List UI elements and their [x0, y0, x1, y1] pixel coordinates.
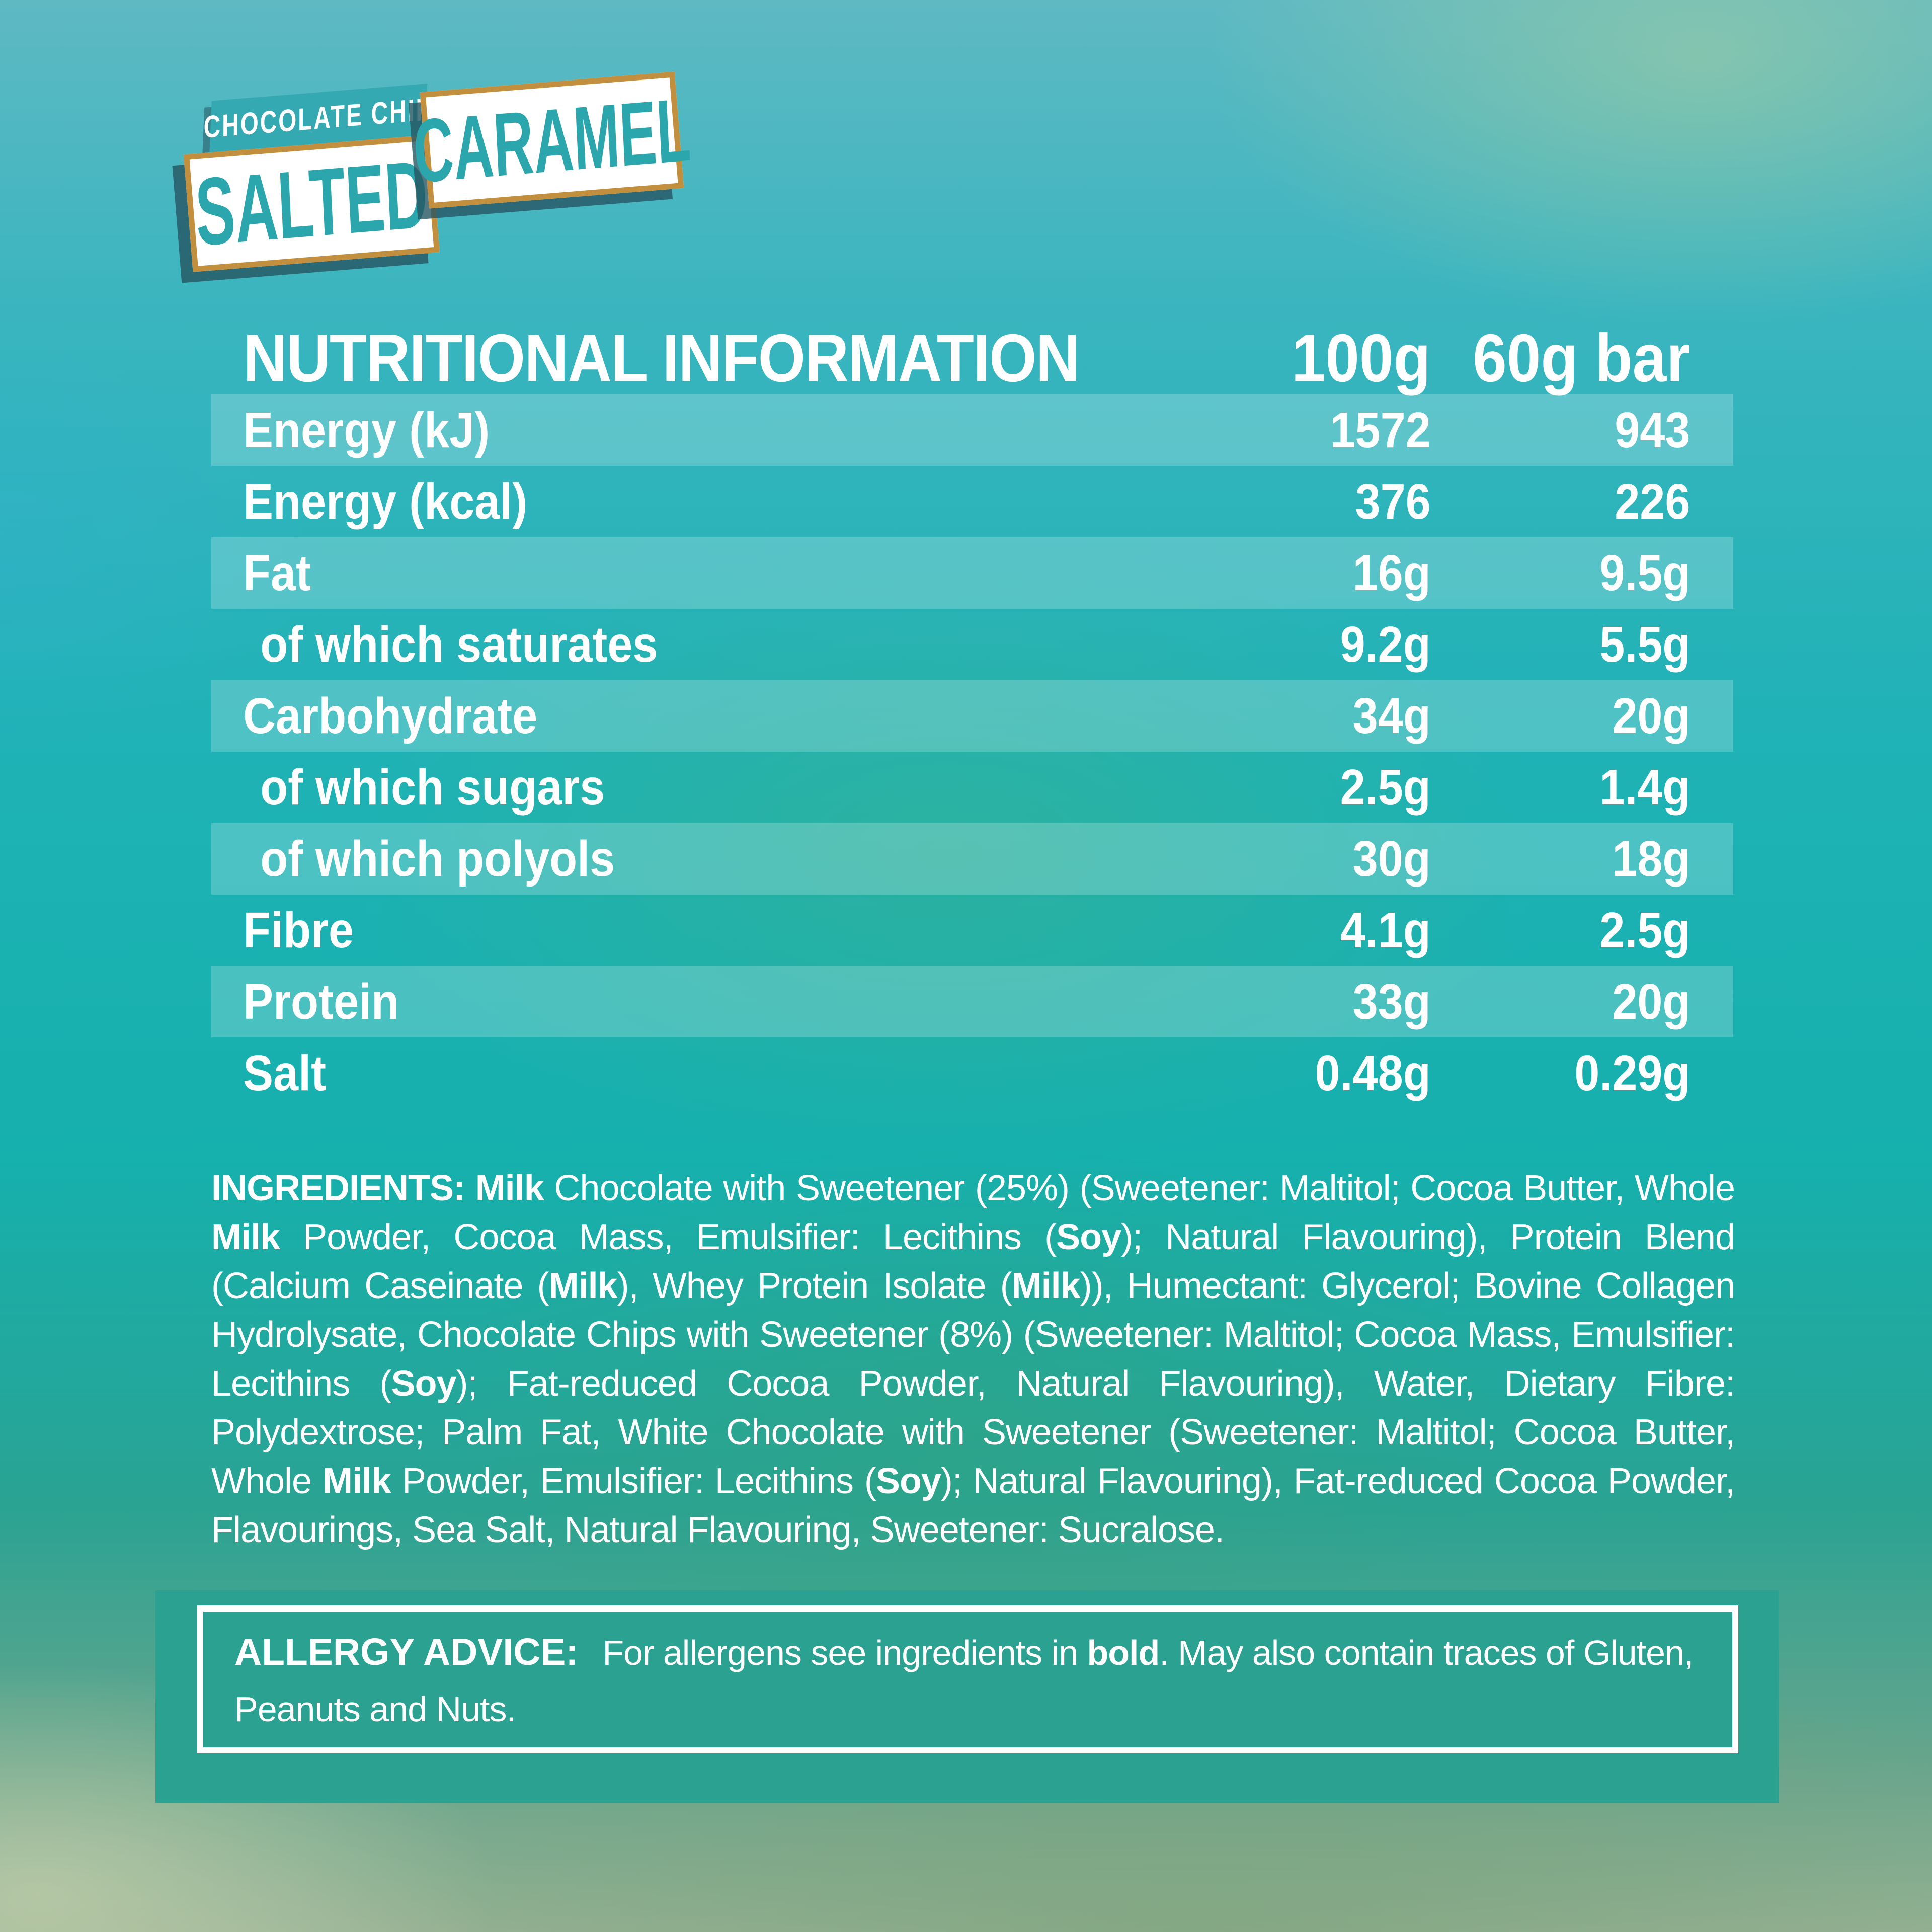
table-row: Energy (kcal) 376 226 [211, 466, 1733, 537]
row-label: of which sugars [260, 759, 605, 816]
row-value-60g-bar: 226 [1615, 473, 1691, 530]
body-text: ); Natural Flavouring), Fat-reduced Coco… [211, 1461, 1735, 1550]
row-label: Fat [243, 545, 311, 601]
nutrition-table-header: NUTRITIONAL INFORMATION 100g 60g bar [211, 322, 1733, 394]
flavour-box-caramel: CARAMEL [411, 71, 693, 209]
body-text: . May also contain traces of Gluten, Pea… [234, 1633, 1694, 1729]
allergy-advice-heading: ALLERGY ADVICE: [234, 1631, 579, 1673]
body-text: )), Humectant: Glycerol; Bovine Collagen… [211, 1266, 1735, 1404]
table-row: Energy (kJ) 1572 943 [211, 394, 1733, 466]
row-label: Energy (kcal) [243, 473, 528, 530]
row-value-60g-bar: 0.29g [1574, 1045, 1691, 1101]
row-value-60g-bar: 18g [1612, 831, 1691, 887]
row-label: of which saturates [260, 616, 658, 673]
table-row: of which polyols 30g 18g [211, 823, 1733, 895]
row-value-60g-bar: 1.4g [1599, 759, 1691, 816]
ingredients-paragraph: INGREDIENTS: Milk Chocolate with Sweeten… [211, 1164, 1735, 1555]
row-value-60g-bar: 5.5g [1599, 616, 1691, 673]
row-label: Fibre [243, 902, 354, 958]
body-text: Powder, Emulsifier: Lecithins ( [391, 1461, 876, 1501]
row-label: Salt [243, 1045, 327, 1101]
column-header-100g: 100g [1291, 320, 1431, 396]
row-label: Protein [243, 974, 399, 1030]
bold-allergen-text: Soy [391, 1363, 456, 1404]
column-header-60g-bar: 60g bar [1473, 320, 1691, 396]
body-text: For allergens see ingredients in [602, 1633, 1087, 1672]
flavour-word-caramel: CARAMEL [411, 78, 693, 202]
bold-allergen-text: Soy [875, 1461, 941, 1501]
allergy-advice-body: For allergens see ingredients in bold. M… [234, 1633, 1694, 1729]
row-value-60g-bar: 20g [1612, 688, 1691, 744]
nutrition-table: NUTRITIONAL INFORMATION 100g 60g bar Ene… [211, 322, 1733, 1109]
bold-allergen-text: INGREDIENTS: Milk [211, 1168, 544, 1209]
row-label: Energy (kJ) [243, 402, 490, 458]
body-text: Powder, Cocoa Mass, Emulsifier: Lecithin… [280, 1217, 1057, 1257]
table-row: Salt 0.48g 0.29g [211, 1037, 1733, 1109]
table-row: Protein 33g 20g [211, 966, 1733, 1037]
row-value-100g: 34g [1352, 688, 1431, 744]
bold-allergen-text: Milk [548, 1266, 618, 1306]
bold-allergen-text: Soy [1056, 1217, 1121, 1257]
body-text: ), Whey Protein Isolate ( [617, 1266, 1012, 1306]
row-value-60g-bar: 9.5g [1599, 545, 1691, 601]
table-title: NUTRITIONAL INFORMATION [243, 320, 1080, 396]
row-label: Carbohydrate [243, 688, 538, 744]
body-text: Chocolate with Sweetener (25%) (Sweetene… [543, 1168, 1735, 1209]
bold-allergen-text: Milk [1011, 1266, 1081, 1306]
row-value-100g: 4.1g [1340, 902, 1431, 958]
allergy-advice-text: ALLERGY ADVICE: For allergens see ingredi… [234, 1624, 1712, 1737]
nutrition-table-body: Energy (kJ) 1572 943 Energy (kcal) 376 226 Fat… [211, 394, 1733, 1109]
allergy-advice-box: ALLERGY ADVICE: For allergens see ingredi… [155, 1590, 1779, 1803]
allergy-advice-border: ALLERGY ADVICE: For allergens see ingredi… [197, 1605, 1738, 1753]
row-value-100g: 2.5g [1340, 759, 1431, 816]
flavour-word-salted: SALTED [193, 140, 430, 266]
table-row: Carbohydrate 34g 20g [211, 680, 1733, 752]
flavour-logo: CHOCOLATE CHIP SALTED CARAMEL [179, 61, 694, 272]
flavour-box-salted: SALTED [183, 134, 440, 272]
row-value-100g: 9.2g [1340, 616, 1431, 673]
body-text: ); Natural Flavouring), Protein Blend (C… [211, 1217, 1735, 1306]
row-label: of which polyols [260, 831, 615, 887]
row-value-60g-bar: 943 [1615, 402, 1691, 458]
table-row: of which sugars 2.5g 1.4g [211, 752, 1733, 823]
row-value-100g: 376 [1355, 473, 1431, 530]
bold-allergen-text: Milk [322, 1461, 391, 1501]
row-value-60g-bar: 20g [1612, 974, 1691, 1030]
row-value-100g: 0.48g [1315, 1045, 1431, 1101]
table-row: Fat 16g 9.5g [211, 537, 1733, 609]
row-value-100g: 1572 [1330, 402, 1431, 458]
row-value-60g-bar: 2.5g [1599, 902, 1691, 958]
bold-allergen-text: bold [1087, 1633, 1160, 1672]
row-value-100g: 16g [1352, 545, 1431, 601]
table-row: Fibre 4.1g 2.5g [211, 895, 1733, 966]
bold-allergen-text: Milk [211, 1217, 280, 1257]
table-row: of which saturates 9.2g 5.5g [211, 609, 1733, 680]
row-value-100g: 33g [1352, 974, 1431, 1030]
body-text: ); Fat-reduced Cocoa Powder, Natural Fla… [211, 1363, 1735, 1501]
row-value-100g: 30g [1352, 831, 1431, 887]
